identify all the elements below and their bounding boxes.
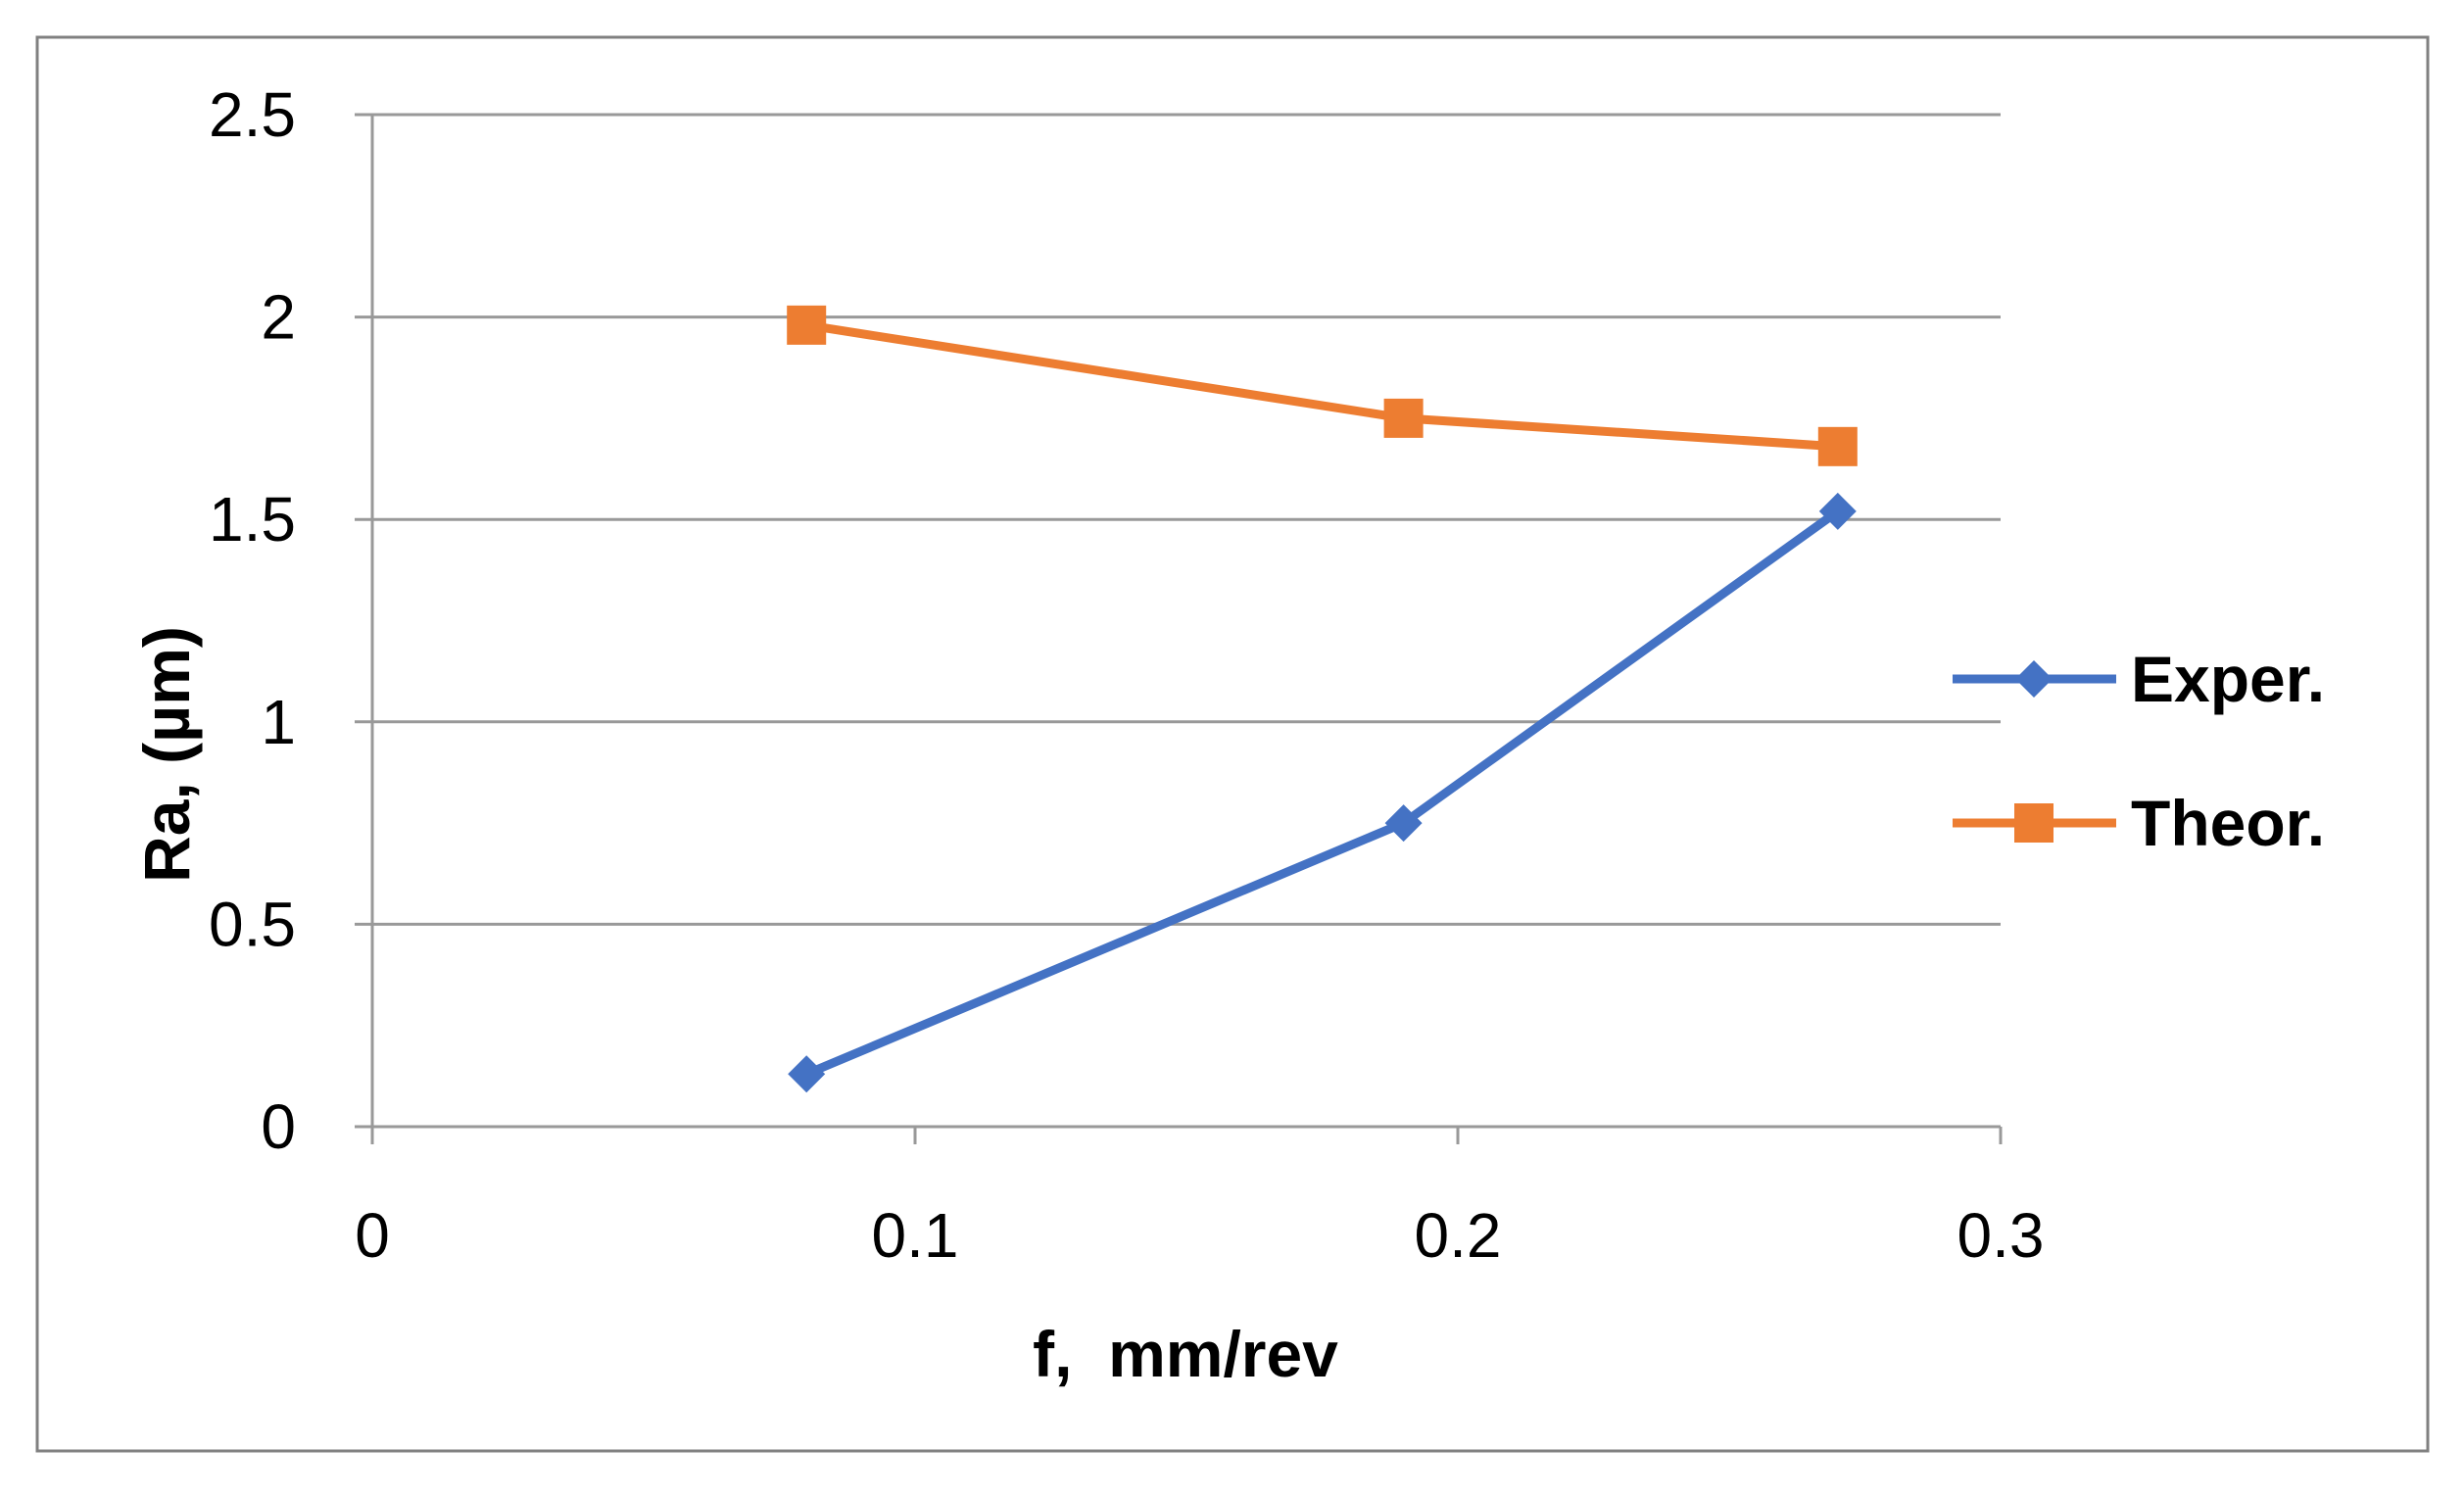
axes: 0 0.5 1 1.5 2 2.5 0 0.1 0.2 0.3 bbox=[209, 79, 2044, 1271]
legend-marker-exper bbox=[2015, 660, 2053, 698]
chart-border bbox=[35, 35, 2430, 1453]
x-axis-title: f, mm/rev bbox=[1033, 1318, 1338, 1390]
data-point-theor bbox=[1383, 398, 1424, 438]
data-point-theor bbox=[787, 305, 827, 345]
y-tick-label: 1 bbox=[261, 687, 296, 757]
x-tick-label: 0.3 bbox=[1957, 1200, 2045, 1271]
y-tick-label: 1.5 bbox=[209, 484, 296, 555]
y-tick-label: 0.5 bbox=[209, 889, 296, 959]
legend-label-exper: Exper. bbox=[2131, 643, 2325, 715]
data-point-exper bbox=[788, 1055, 826, 1093]
gridlines bbox=[355, 113, 2001, 926]
data-point-exper bbox=[1818, 492, 1857, 530]
series-group bbox=[787, 305, 1858, 1093]
y-axis-title: Ra, (µm) bbox=[130, 626, 203, 883]
data-point-theor bbox=[1817, 426, 1858, 466]
y-tick-label: 2.5 bbox=[209, 79, 296, 150]
x-tick-label: 0 bbox=[355, 1200, 390, 1271]
legend-marker-theor bbox=[2014, 803, 2053, 843]
x-tick-label: 0.1 bbox=[872, 1200, 959, 1271]
y-tick-label: 0 bbox=[261, 1091, 296, 1162]
legend-label-theor: Theor. bbox=[2131, 787, 2325, 859]
y-tick-label: 2 bbox=[261, 282, 296, 353]
data-point-exper bbox=[1384, 804, 1423, 843]
x-tick-label: 0.2 bbox=[1415, 1200, 1502, 1271]
legend: Exper. Theor. bbox=[1953, 643, 2325, 859]
